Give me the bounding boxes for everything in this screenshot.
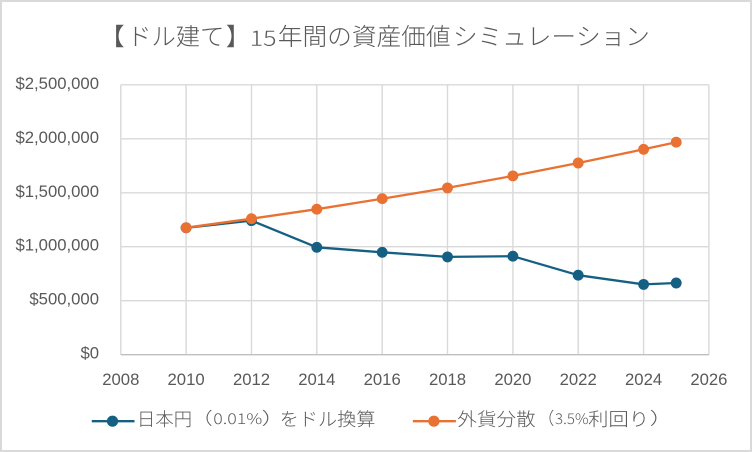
svg-text:$1,500,000: $1,500,000 [15, 182, 99, 201]
svg-text:2026: 2026 [690, 370, 727, 389]
svg-text:$500,000: $500,000 [29, 290, 99, 309]
svg-text:$2,500,000: $2,500,000 [15, 74, 99, 93]
svg-text:2018: 2018 [429, 370, 466, 389]
svg-text:$0: $0 [80, 344, 99, 363]
svg-text:$2,000,000: $2,000,000 [15, 128, 99, 147]
svg-text:$1,000,000: $1,000,000 [15, 236, 99, 255]
svg-text:2014: 2014 [298, 370, 335, 389]
svg-text:2020: 2020 [494, 370, 531, 389]
svg-text:2010: 2010 [168, 370, 205, 389]
svg-text:2012: 2012 [233, 370, 270, 389]
svg-text:2016: 2016 [364, 370, 401, 389]
svg-text:2022: 2022 [560, 370, 597, 389]
svg-text:2024: 2024 [625, 370, 662, 389]
svg-text:2008: 2008 [102, 370, 139, 389]
